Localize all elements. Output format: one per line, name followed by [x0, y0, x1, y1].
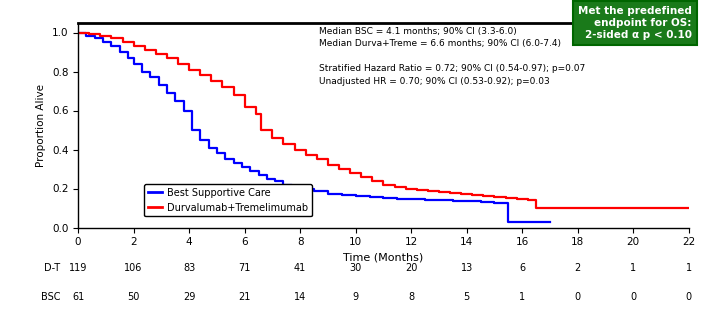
Text: 0: 0 [686, 292, 692, 302]
Text: 29: 29 [183, 292, 195, 302]
Text: 6: 6 [519, 263, 525, 273]
Text: 83: 83 [183, 263, 195, 273]
Text: 9: 9 [353, 292, 359, 302]
Legend: Best Supportive Care, Durvalumab+Tremelimumab: Best Supportive Care, Durvalumab+Tremeli… [144, 184, 312, 216]
Text: BSC: BSC [41, 292, 60, 302]
Text: 2: 2 [574, 263, 581, 273]
X-axis label: Time (Months): Time (Months) [343, 253, 424, 263]
Text: 21: 21 [239, 292, 251, 302]
Text: D-T: D-T [44, 263, 60, 273]
Text: 50: 50 [127, 292, 140, 302]
Text: 5: 5 [464, 292, 470, 302]
Text: 1: 1 [630, 263, 636, 273]
Text: 20: 20 [405, 263, 417, 273]
Text: 0: 0 [630, 292, 636, 302]
Y-axis label: Proportion Alive: Proportion Alive [36, 84, 46, 167]
Text: 61: 61 [72, 292, 84, 302]
Text: 41: 41 [294, 263, 306, 273]
Text: 13: 13 [461, 263, 473, 273]
Text: Median BSC = 4.1 months; 90% CI (3.3-6.0)
Median Durva+Treme = 6.6 months; 90% C: Median BSC = 4.1 months; 90% CI (3.3-6.0… [320, 27, 586, 86]
Text: 0: 0 [574, 292, 581, 302]
Text: 30: 30 [349, 263, 362, 273]
Text: 1: 1 [686, 263, 692, 273]
Text: Met the predefined
endpoint for OS:
2-sided α p < 0.10: Met the predefined endpoint for OS: 2-si… [578, 6, 692, 40]
Text: 71: 71 [239, 263, 251, 273]
Text: 106: 106 [124, 263, 143, 273]
Text: 1: 1 [519, 292, 525, 302]
Text: 14: 14 [294, 292, 306, 302]
Text: 119: 119 [69, 263, 87, 273]
Text: 8: 8 [408, 292, 414, 302]
